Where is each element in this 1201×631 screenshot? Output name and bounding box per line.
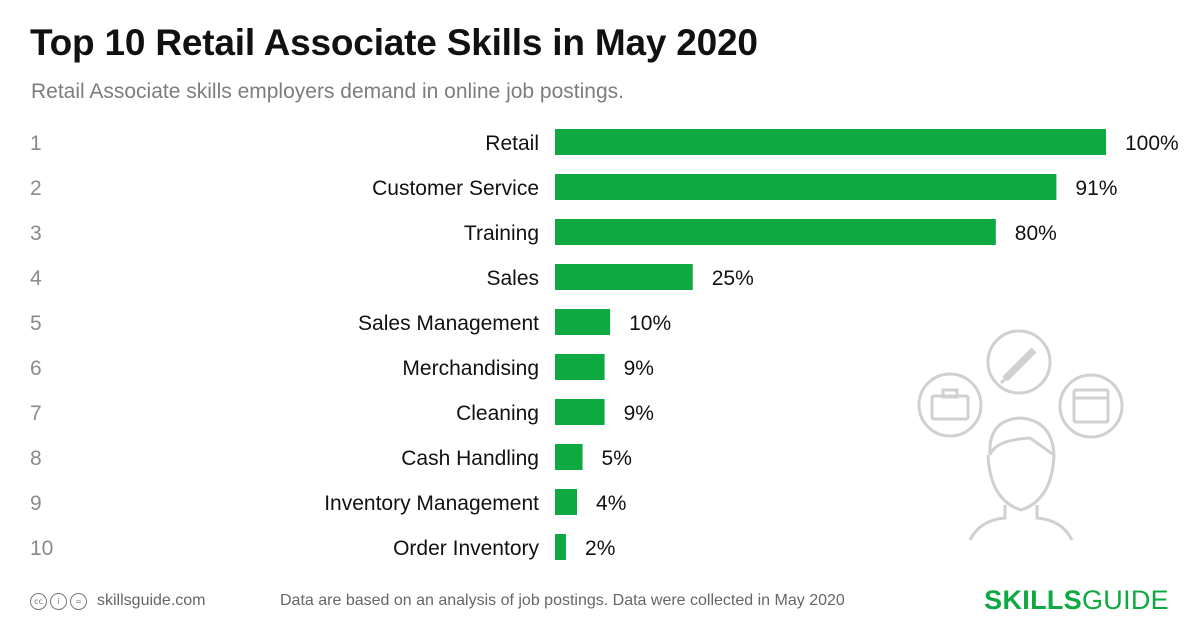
illustration: [917, 329, 1124, 541]
value-label: 91%: [1075, 177, 1117, 200]
rank-label: 1: [30, 132, 42, 155]
value-label: 4%: [596, 492, 626, 515]
bar-training: [555, 219, 996, 245]
site-link[interactable]: skillsguide.com: [97, 592, 206, 609]
bar-chart: 1 Retail 100% 2 Customer Service 91% 3 Training…: [30, 129, 1179, 560]
value-label: 100%: [1125, 132, 1179, 155]
category-label: Cleaning: [456, 402, 539, 425]
bar-sales: [555, 264, 693, 290]
rank-label: 9: [30, 492, 42, 515]
equals-icon: =: [70, 592, 87, 610]
by-icon: i: [50, 592, 67, 610]
category-label: Cash Handling: [401, 447, 539, 470]
category-label: Order Inventory: [393, 537, 539, 560]
category-label: Customer Service: [372, 177, 539, 200]
value-label: 80%: [1015, 222, 1057, 245]
value-label: 2%: [585, 537, 615, 560]
value-label: 25%: [712, 267, 754, 290]
rank-label: 2: [30, 177, 42, 200]
rank-label: 6: [30, 357, 42, 380]
bar-sales-management: [555, 309, 611, 335]
logo-regular: GUIDE: [1081, 585, 1169, 615]
rank-label: 8: [30, 447, 42, 470]
briefcase-icon: [917, 372, 983, 438]
cc-icon: cc: [30, 592, 47, 610]
chart-title: Top 10 Retail Associate Skills in May 20…: [30, 22, 758, 63]
category-label: Retail: [485, 132, 539, 155]
logo-bold: SKILLS: [984, 585, 1082, 615]
bar-merchandising: [555, 354, 605, 380]
footer-source: cc i = skillsguide.com: [30, 592, 205, 610]
category-label: Merchandising: [402, 357, 539, 380]
rank-label: 4: [30, 267, 42, 290]
category-label: Sales Management: [358, 312, 539, 335]
rank-label: 7: [30, 402, 42, 425]
rank-label: 5: [30, 312, 42, 335]
category-label: Inventory Management: [324, 492, 539, 515]
bar-cash-handling: [555, 444, 583, 470]
value-label: 9%: [624, 357, 654, 380]
pencil-icon: [986, 329, 1052, 395]
rank-label: 10: [30, 537, 53, 560]
person-icon: [968, 416, 1074, 541]
bar-inventory-management: [555, 489, 578, 515]
value-label: 9%: [624, 402, 654, 425]
footer-note: Data are based on an analysis of job pos…: [280, 592, 845, 609]
bar-order-inventory: [555, 534, 567, 560]
license-icons: cc i =: [30, 592, 87, 610]
category-label: Sales: [486, 267, 539, 290]
bar-retail: [555, 129, 1106, 155]
value-label: 5%: [602, 447, 632, 470]
chart-subtitle: Retail Associate skills employers demand…: [31, 80, 624, 103]
category-label: Training: [464, 222, 539, 245]
window-icon: [1058, 373, 1124, 439]
skillsguide-logo[interactable]: SKILLSGUIDE: [984, 585, 1169, 616]
rank-label: 3: [30, 222, 42, 245]
value-label: 10%: [629, 312, 671, 335]
bar-customer-service: [555, 174, 1057, 200]
bar-cleaning: [555, 399, 605, 425]
